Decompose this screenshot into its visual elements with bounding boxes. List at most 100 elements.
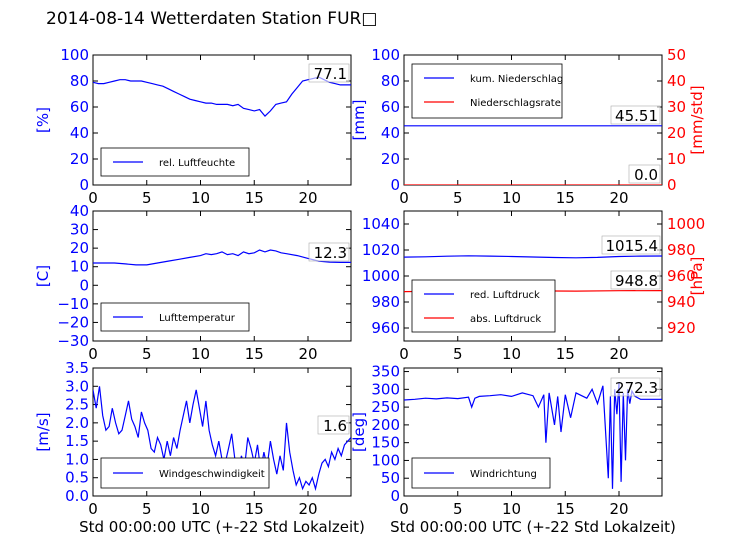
x-tick-label: 5 — [142, 500, 152, 518]
y-right-tick-label: 1000 — [667, 215, 705, 233]
y-tick-label: 250 — [371, 398, 400, 416]
value-annotation: 272.3 — [615, 379, 658, 397]
y-tick-label: 3.5 — [65, 359, 89, 377]
series-line-rel-luftfeuchte — [93, 76, 351, 117]
y-tick-label: 300 — [371, 380, 400, 398]
x-axis-label: Std 00:00:00 UTC (+-22 Std Lokalzeit) — [390, 518, 676, 536]
value-annotation: 12.3 — [314, 244, 347, 262]
y-tick-label: 20 — [70, 239, 89, 257]
x-tick-label: 20 — [298, 189, 317, 207]
x-tick-label: 10 — [191, 345, 210, 363]
y-tick-label: 1.5 — [65, 432, 89, 450]
y-tick-label: 2.0 — [65, 414, 89, 432]
y-tick-label: 100 — [371, 46, 400, 64]
y-right-tick-label: 10 — [667, 150, 686, 168]
y-tick-label: 20 — [381, 150, 400, 168]
legend-label: Windrichtung — [470, 469, 537, 480]
chart-panel-precipitation: 0 5 10 15 20 0 20 40 60 80 100 0 10 20 30 40 50 [mm] [mm/s… — [350, 46, 706, 207]
x-tick-label: 5 — [453, 189, 463, 207]
x-tick-label: 15 — [245, 345, 264, 363]
y-tick-label: 350 — [371, 363, 400, 381]
value-annotation: 948.8 — [615, 272, 658, 290]
y-right-tick-label: 40 — [667, 72, 686, 90]
x-tick-label: 20 — [609, 500, 628, 518]
y-tick-label: 60 — [70, 98, 89, 116]
y-tick-label: 20 — [70, 150, 89, 168]
y-right-tick-label: 30 — [667, 98, 686, 116]
y-right-axis-label: [hPa] — [688, 257, 706, 296]
y-tick-label: 50 — [381, 469, 400, 487]
x-tick-label: 0 — [88, 500, 98, 518]
y-tick-label: 0 — [390, 176, 400, 194]
x-tick-label: 10 — [191, 189, 210, 207]
value-annotation: 1015.4 — [606, 237, 659, 255]
value-annotation-box — [610, 377, 661, 397]
x-tick-label: 10 — [502, 189, 521, 207]
y-tick-label: 0 — [390, 487, 400, 505]
y-tick-label: 100 — [60, 46, 89, 64]
legend: rel. Luftfeuchte — [100, 147, 250, 177]
legend-box — [411, 63, 563, 119]
legend-label: kum. Niederschlag — [470, 74, 563, 85]
x-tick-label: 20 — [298, 345, 317, 363]
y-tick-label: 100 — [371, 451, 400, 469]
value-annotation: 45.51 — [615, 107, 658, 125]
y-tick-label: 1040 — [362, 215, 400, 233]
y-tick-label: −20 — [57, 313, 89, 331]
legend-box — [411, 279, 556, 333]
y-tick-label: 960 — [371, 319, 400, 337]
x-tick-label: 20 — [609, 189, 628, 207]
plot-frame — [92, 367, 352, 497]
y-right-tick-label: 20 — [667, 124, 686, 142]
y-tick-label: 150 — [371, 434, 400, 452]
y-axis-label: [deg] — [350, 412, 368, 452]
chart-panel-humidity: 0 5 10 15 20 0 20 40 60 80 100 [%] rel. Luftfeuchte 7… — [34, 46, 352, 207]
plot-frame — [92, 210, 352, 342]
y-axis-label: [m/s] — [34, 412, 52, 451]
value-annotation-box — [610, 270, 661, 290]
chart-panel-windspeed: 0 5 10 15 20 0.00.51.01.52.02.53.03.5 [m/s] Std… — [34, 359, 365, 536]
legend: Windrichtung — [411, 457, 551, 489]
chart-panel-pressure: 0 5 10 15 20 960 980 1000 1020 1040 920 940 960 980 10… — [362, 210, 706, 363]
figure-title: 2014-08-14 Wetterdaten Station FUR□ — [46, 9, 378, 29]
y-right-tick-label: 920 — [667, 319, 696, 337]
y-tick-label: 0.5 — [65, 469, 89, 487]
legend-label: Lufttemperatur — [159, 313, 236, 324]
y-tick-label: 0.0 — [65, 487, 89, 505]
y-right-tick-label: 50 — [667, 46, 686, 64]
value-annotation: 0.0 — [634, 166, 658, 184]
x-tick-label: 15 — [556, 189, 575, 207]
x-tick-label: 15 — [245, 500, 264, 518]
x-tick-label: 15 — [245, 189, 264, 207]
value-annotation: 77.1 — [314, 65, 347, 83]
x-tick-label: 0 — [399, 500, 409, 518]
legend: Windgeschwindigkeit — [100, 457, 270, 489]
value-annotation-box — [317, 415, 350, 435]
chart-panel-temperature: 0 5 10 15 20−30−20−10010203040[C]Lufttempera… — [34, 202, 352, 363]
x-tick-label: 10 — [191, 500, 210, 518]
legend-label: abs. Luftdruck — [470, 314, 541, 325]
y-axis-label: [mm] — [350, 100, 368, 141]
x-tick-label: 20 — [609, 345, 628, 363]
y-tick-label: −10 — [57, 295, 89, 313]
plot-frame — [92, 54, 352, 186]
x-tick-label: 5 — [453, 500, 463, 518]
y-right-tick-label: 960 — [667, 267, 696, 285]
y-tick-label: 40 — [381, 124, 400, 142]
x-axis-label: Std 00:00:00 UTC (+-22 Std Lokalzeit) — [79, 518, 365, 536]
x-tick-label: 20 — [298, 500, 317, 518]
y-tick-label: 3.0 — [65, 377, 89, 395]
legend: red. Luftdruck abs. Luftdruck — [411, 279, 556, 333]
x-tick-label: 5 — [453, 345, 463, 363]
x-tick-label: 10 — [502, 345, 521, 363]
y-tick-label: 80 — [381, 72, 400, 90]
y-tick-label: 80 — [70, 72, 89, 90]
y-right-tick-label: 0 — [667, 176, 677, 194]
x-tick-label: 0 — [88, 345, 98, 363]
x-tick-label: 5 — [142, 345, 152, 363]
x-tick-label: 5 — [142, 189, 152, 207]
series-line-red-luftdruck — [404, 255, 662, 259]
y-right-axis-label: [mm/std] — [688, 85, 706, 154]
legend: kum. Niederschlag Niederschlagsrate — [411, 63, 563, 119]
